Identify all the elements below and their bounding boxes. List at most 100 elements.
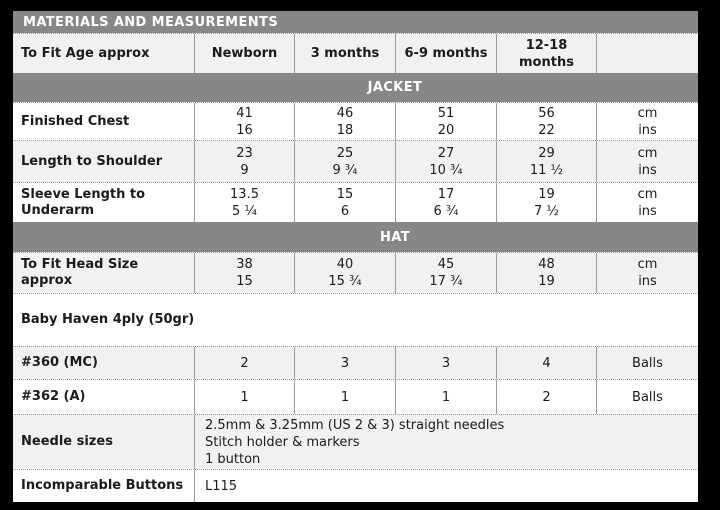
yarn-360-12-18m: 4 xyxy=(496,347,596,379)
unit-cm: cm xyxy=(637,187,658,202)
hat-section-label: HAT xyxy=(380,229,410,245)
head-newborn: 38 15 xyxy=(194,253,294,293)
yarn-360-label: #360 (MC) xyxy=(21,355,98,370)
jacket-section-bar: JACKET xyxy=(13,73,698,102)
value-ins: 15 xyxy=(236,274,253,289)
length-6-9m: 27 10 ¾ xyxy=(395,141,496,182)
row-to-fit-head-size: To Fit Head Size approx 38 15 40 15 ¾ 45… xyxy=(13,252,698,293)
value-cm: 19 xyxy=(538,187,555,202)
row-incomparable-buttons: Incomparable Buttons L115 xyxy=(13,469,698,502)
unit-ins: ins xyxy=(638,204,657,219)
row-finished-chest: Finished Chest 41 16 46 18 51 20 56 22 c… xyxy=(13,102,698,140)
yarn-360-3m: 3 xyxy=(294,347,395,379)
value-cm: 48 xyxy=(538,257,555,272)
value-cm: 45 xyxy=(437,257,455,272)
head-6-9m: 45 17 ¾ xyxy=(395,253,496,293)
value-cm: 38 xyxy=(236,257,253,272)
needle-line-1: 2.5mm & 3.25mm (US 2 & 3) straight needl… xyxy=(205,417,505,433)
size-col-units-empty xyxy=(596,34,698,73)
row-yarn-362: #362 (A) 1 1 1 2 Balls xyxy=(13,379,698,414)
to-fit-age-label: To Fit Age approx xyxy=(21,45,150,61)
value-cm: 15 xyxy=(336,187,354,202)
value-cm: 13.5 xyxy=(230,187,259,202)
unit-cell: cm ins xyxy=(596,183,698,223)
unit-cell: cm ins xyxy=(596,141,698,182)
unit-cell: cm ins xyxy=(596,253,698,293)
materials-table: MATERIALS AND MEASUREMENTS To Fit Age ap… xyxy=(13,11,698,502)
hat-section-bar: HAT xyxy=(13,222,698,252)
incomparable-buttons-label: Incomparable Buttons xyxy=(21,478,184,493)
value-cm: 29 xyxy=(538,145,555,161)
needle-sizes-detail: 2.5mm & 3.25mm (US 2 & 3) straight needl… xyxy=(194,415,698,469)
yarn-360-newborn: 2 xyxy=(194,347,294,379)
value-ins: 11 ½ xyxy=(529,162,564,178)
row-to-fit-age: To Fit Age approx Newborn 3 months 6-9 m… xyxy=(13,33,698,73)
length-newborn: 23 9 xyxy=(194,141,294,182)
head-3m: 40 15 ¾ xyxy=(294,253,395,293)
finished-chest-3m: 46 18 xyxy=(294,103,395,140)
unit-cm: cm xyxy=(637,105,658,121)
size-col-12-18-months: 12-18 months xyxy=(496,34,596,73)
sleeve-length-label: Sleeve Length to Underarm xyxy=(21,187,146,218)
yarn-360-unit: Balls xyxy=(596,347,698,379)
value-ins: 9 xyxy=(240,162,249,178)
jacket-section-label: JACKET xyxy=(367,80,423,95)
yarn-362-label: #362 (A) xyxy=(21,389,86,404)
head-12-18m: 48 19 xyxy=(496,253,596,293)
length-12-18m: 29 11 ½ xyxy=(496,141,596,182)
value-ins: 17 ¾ xyxy=(429,274,463,289)
value-ins: 20 xyxy=(437,122,455,138)
length-3m: 25 9 ¾ xyxy=(294,141,395,182)
yarn-360-6-9m: 3 xyxy=(395,347,496,379)
yarn-362-6-9m: 1 xyxy=(395,380,496,414)
sleeve-3m: 15 6 xyxy=(294,183,395,223)
value-cm: 17 xyxy=(437,187,455,202)
finished-chest-newborn: 41 16 xyxy=(194,103,294,140)
value-cm: 27 xyxy=(437,145,455,161)
value-ins: 10 ¾ xyxy=(429,162,463,178)
value-cm: 23 xyxy=(236,145,253,161)
size-col-3-months: 3 months xyxy=(294,34,395,73)
needle-line-3: 1 button xyxy=(205,451,261,467)
row-yarn-name: Baby Haven 4ply (50gr) xyxy=(13,293,698,346)
needle-sizes-label: Needle sizes xyxy=(21,434,113,449)
yarn-362-unit: Balls xyxy=(596,380,698,414)
sleeve-newborn: 13.5 5 ¼ xyxy=(194,183,294,223)
materials-header-bar: MATERIALS AND MEASUREMENTS xyxy=(13,11,698,33)
needle-line-2: Stitch holder & markers xyxy=(205,434,360,450)
value-cm: 41 xyxy=(236,105,253,121)
value-ins: 6 xyxy=(340,204,350,219)
value-ins: 7 ½ xyxy=(533,204,559,219)
value-cm: 46 xyxy=(336,105,354,121)
incomparable-buttons-value: L115 xyxy=(194,470,698,502)
yarn-362-newborn: 1 xyxy=(194,380,294,414)
row-length-to-shoulder: Length to Shoulder 23 9 25 9 ¾ 27 10 ¾ 2… xyxy=(13,140,698,182)
size-col-newborn: Newborn xyxy=(194,34,294,73)
unit-cm: cm xyxy=(637,145,658,161)
row-sleeve-length: Sleeve Length to Underarm 13.5 5 ¼ 15 6 … xyxy=(13,182,698,223)
materials-header-label: MATERIALS AND MEASUREMENTS xyxy=(23,14,279,30)
value-ins: 5 ¼ xyxy=(231,204,257,219)
head-size-label: To Fit Head Size approx xyxy=(21,257,139,288)
value-ins: 18 xyxy=(336,122,354,138)
value-ins: 16 xyxy=(236,122,253,138)
value-ins: 22 xyxy=(538,122,555,138)
finished-chest-label: Finished Chest xyxy=(21,113,130,129)
length-to-shoulder-label: Length to Shoulder xyxy=(21,153,163,169)
value-cm: 40 xyxy=(336,257,354,272)
size-col-6-9-months: 6-9 months xyxy=(395,34,496,73)
sleeve-6-9m: 17 6 ¾ xyxy=(395,183,496,223)
finished-chest-12-18m: 56 22 xyxy=(496,103,596,140)
unit-ins: ins xyxy=(638,122,657,138)
value-ins: 6 ¾ xyxy=(433,204,459,219)
value-cm: 56 xyxy=(538,105,555,121)
unit-ins: ins xyxy=(638,274,657,289)
row-needle-sizes: Needle sizes 2.5mm & 3.25mm (US 2 & 3) s… xyxy=(13,414,698,469)
yarn-name-label: Baby Haven 4ply (50gr) xyxy=(21,312,195,327)
value-ins: 9 ¾ xyxy=(332,162,358,178)
unit-cell: cm ins xyxy=(596,103,698,140)
value-cm: 51 xyxy=(437,105,455,121)
value-cm: 25 xyxy=(336,145,354,161)
row-yarn-360: #360 (MC) 2 3 3 4 Balls xyxy=(13,346,698,379)
value-ins: 15 ¾ xyxy=(328,274,362,289)
